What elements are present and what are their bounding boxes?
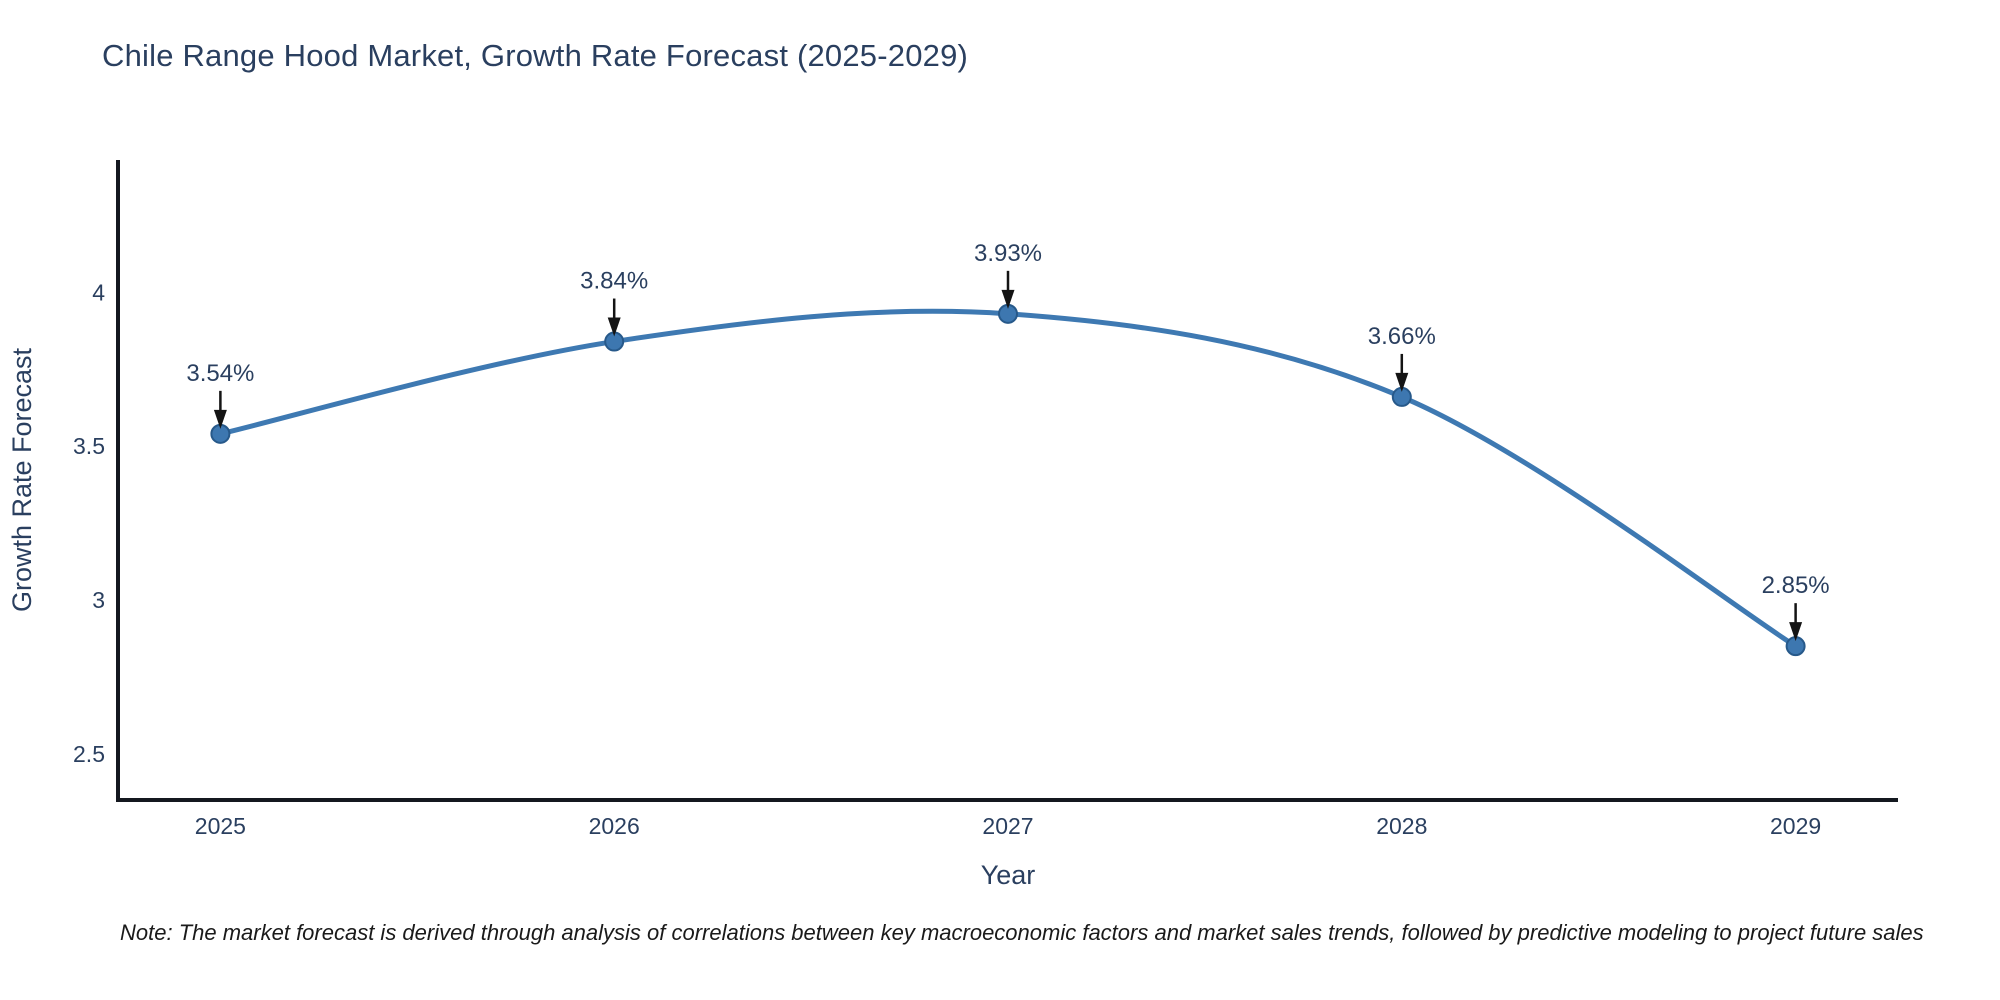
data-point-label: 3.54% [186,360,254,387]
data-point-label: 3.66% [1368,323,1436,350]
x-tick-label: 2025 [195,813,246,839]
y-tick-label: 3.5 [73,433,105,459]
annotation-arrowhead-icon [1001,289,1015,309]
chart-title: Chile Range Hood Market, Growth Rate For… [102,38,969,73]
annotation-arrowhead-icon [1789,622,1803,642]
x-tick-label: 2029 [1770,813,1821,839]
footnote-text: Note: The market forecast is derived thr… [120,920,1924,945]
trend-line [217,308,1799,649]
x-tick-label: 2027 [982,813,1033,839]
data-point-label: 2.85% [1762,572,1830,599]
data-point-label: 3.93% [974,240,1042,267]
x-tick-label: 2026 [589,813,640,839]
annotation-arrowhead-icon [213,409,227,429]
data-point-label: 3.84% [580,268,648,295]
x-tick-label: 2028 [1376,813,1427,839]
annotation-arrowhead-icon [1395,372,1409,392]
y-tick-label: 2.5 [73,741,105,767]
y-tick-label: 3 [92,587,105,613]
plot-area: 3.54% 3.84% 3.93% 3.66% 2.85% 2.5 3 3.5 4 2025 202… [73,160,1898,839]
y-tick-label: 4 [92,279,105,305]
x-axis-title: Year [980,860,1036,890]
annotation-arrowhead-icon [607,317,621,337]
